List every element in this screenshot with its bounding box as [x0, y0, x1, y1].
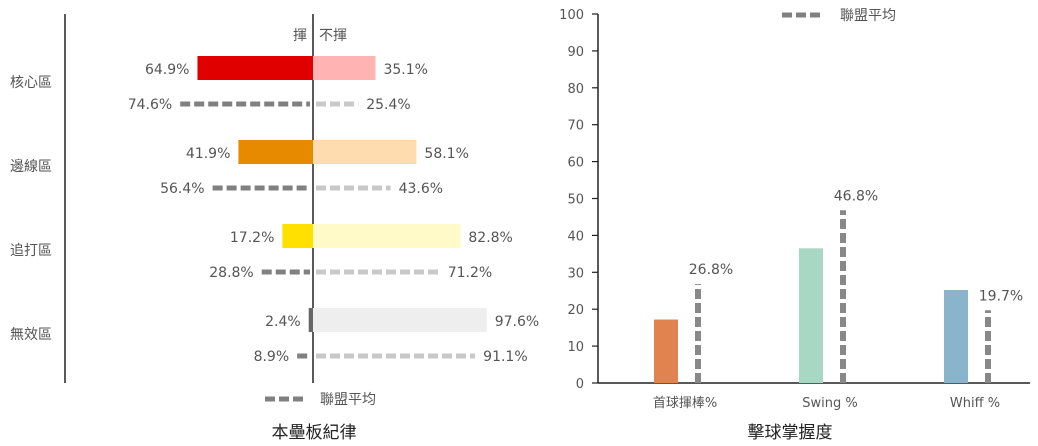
y-tick-label: 70: [567, 119, 584, 134]
take-bar: [313, 224, 461, 248]
zone-label: 追打區: [10, 242, 52, 259]
league-take-label: 91.1%: [483, 349, 527, 365]
swing-bar: [282, 224, 313, 248]
y-tick-label: 80: [567, 82, 584, 97]
chart-title: 本壘板紀律: [272, 423, 357, 443]
take-header: 不揮: [319, 28, 347, 44]
player-bar: [654, 319, 678, 383]
take-value-label: 97.6%: [495, 314, 539, 330]
league-value-label: 19.7%: [979, 288, 1023, 304]
y-tick-label: 100: [559, 8, 584, 23]
take-value-label: 35.1%: [383, 62, 427, 78]
league-swing-label: 74.6%: [128, 97, 172, 113]
y-tick-label: 90: [567, 45, 584, 60]
league-swing-label: 28.8%: [209, 265, 253, 281]
y-tick-label: 50: [567, 193, 584, 208]
league-value-label: 46.8%: [834, 188, 878, 204]
league-take-label: 43.6%: [399, 181, 443, 197]
y-tick-label: 60: [567, 156, 584, 171]
take-value-label: 58.1%: [424, 146, 468, 162]
x-category-label: 首球揮棒%: [653, 396, 717, 411]
league-swing-label: 8.9%: [254, 349, 290, 365]
legend-label: 聯盟平均: [840, 8, 896, 24]
zone-label: 核心區: [10, 75, 52, 91]
zone-label: 無效區: [10, 327, 52, 343]
player-bar: [944, 290, 968, 383]
y-tick-label: 40: [567, 229, 584, 244]
league-swing-label: 56.4%: [160, 181, 204, 197]
y-tick-label: 10: [567, 340, 584, 355]
league-take-label: 25.4%: [366, 97, 410, 113]
swing-header: 揮: [293, 28, 307, 44]
swing-value-label: 64.9%: [145, 62, 189, 78]
legend-label: 聯盟平均: [320, 392, 376, 408]
swing-value-label: 2.4%: [265, 314, 301, 330]
chart-title: 擊球掌握度: [748, 423, 833, 443]
x-category-label: Whiff %: [950, 396, 1000, 411]
swing-bar: [238, 140, 313, 164]
swing-bar: [197, 56, 313, 80]
take-bar: [313, 56, 376, 80]
player-bar: [799, 248, 823, 383]
swing-bar: [308, 308, 313, 332]
y-tick-label: 30: [567, 266, 584, 281]
take-bar: [313, 140, 417, 164]
y-tick-label: 20: [567, 303, 584, 318]
x-category-label: Swing %: [802, 396, 857, 411]
y-tick-label: 0: [576, 377, 584, 392]
swing-value-label: 17.2%: [230, 230, 274, 246]
take-value-label: 82.8%: [468, 230, 512, 246]
zone-label: 邊線區: [10, 159, 52, 175]
swing-value-label: 41.9%: [186, 146, 230, 162]
take-bar: [313, 308, 487, 332]
league-value-label: 26.8%: [689, 262, 733, 278]
league-take-label: 71.2%: [448, 265, 492, 281]
